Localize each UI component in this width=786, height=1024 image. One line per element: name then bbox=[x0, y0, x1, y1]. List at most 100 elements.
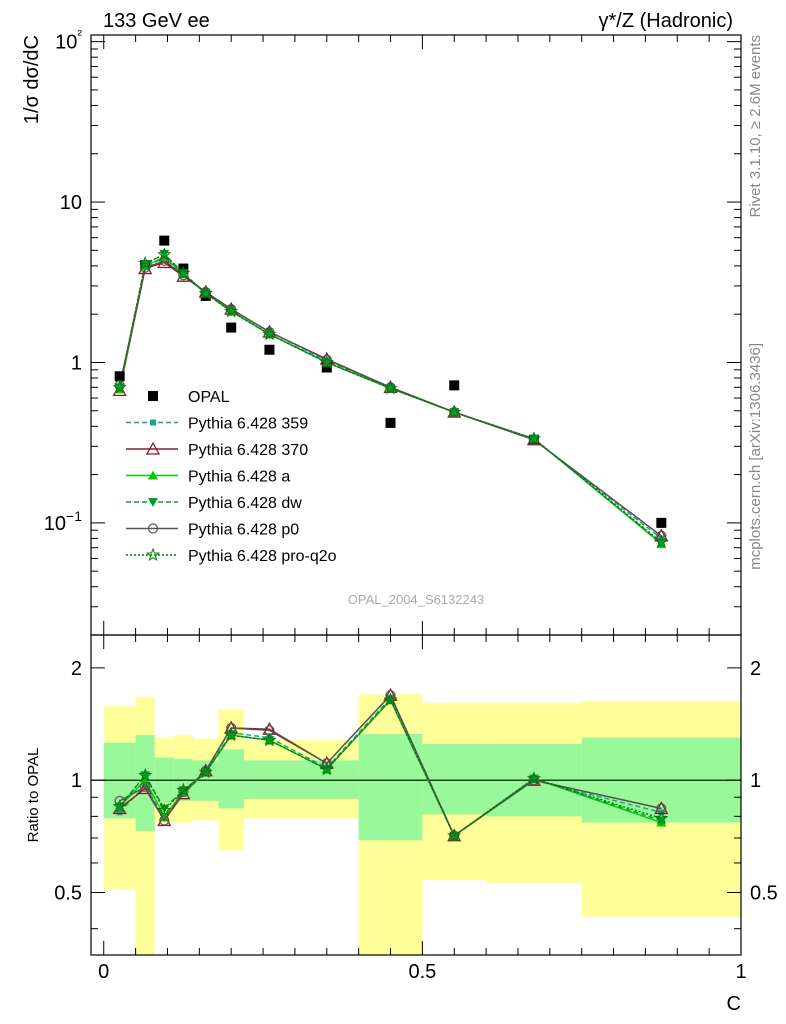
ratio-point-pp0 bbox=[159, 815, 170, 826]
ratio-point-ppro bbox=[198, 764, 213, 779]
ratio-point-pp0 bbox=[449, 830, 460, 841]
ratio-y-tick-label-right: 0.5 bbox=[750, 883, 778, 905]
series-line-ppro bbox=[119, 253, 662, 543]
point-ppro bbox=[224, 304, 239, 318]
ratio-point-pp0 bbox=[321, 758, 332, 769]
point-ppro bbox=[112, 379, 127, 394]
x-axis-label: C bbox=[727, 993, 741, 1015]
ratio-point-p359 bbox=[142, 782, 149, 789]
point-ppro bbox=[262, 326, 277, 341]
ratio-band-green bbox=[218, 749, 244, 809]
point-ppro bbox=[319, 355, 334, 369]
point-pdw bbox=[140, 260, 151, 270]
ratio-point-ppro bbox=[224, 727, 239, 742]
legend-label-pp0: Pythia 6.428 p0 bbox=[188, 522, 299, 539]
legend-marker-ppro bbox=[146, 547, 160, 562]
point-pp0 bbox=[528, 434, 539, 445]
rivet-label: Rivet 3.1.10, ≥ 2.6M events bbox=[747, 35, 764, 218]
header-right: γ*/Z (Hadronic) bbox=[599, 10, 733, 32]
ratio-y-tick-label: 1 bbox=[71, 770, 82, 792]
point-data bbox=[159, 235, 170, 246]
ratio-y-tick-label: 0.5 bbox=[54, 883, 82, 905]
legend-label-p359: Pythia 6.428 359 bbox=[188, 416, 308, 433]
ratio-point-ppro bbox=[262, 732, 277, 747]
x-tick-label: 0.5 bbox=[408, 961, 436, 983]
point-pdw bbox=[656, 538, 667, 548]
main-y-tick-label: 1 bbox=[71, 352, 82, 374]
point-p359 bbox=[658, 535, 665, 542]
ratio-point-ppro bbox=[526, 771, 541, 785]
point-p370 bbox=[157, 255, 172, 269]
point-data bbox=[226, 322, 237, 333]
legend-label-pa: Pythia 6.428 a bbox=[188, 469, 290, 486]
legend-label-ppro: Pythia 6.428 pro-q2o bbox=[188, 548, 337, 565]
ratio-y-tick-label-right: 1 bbox=[750, 770, 761, 792]
ratio-point-ppro bbox=[383, 692, 398, 707]
ratio-point-pp0 bbox=[114, 795, 125, 807]
point-ppro bbox=[157, 247, 172, 261]
ratio-point-ppro bbox=[447, 828, 462, 842]
main-frame bbox=[90, 34, 742, 636]
point-ppro bbox=[383, 380, 398, 395]
point-data bbox=[385, 417, 396, 428]
legend-marker-pp0 bbox=[147, 523, 159, 534]
point-data bbox=[264, 344, 275, 355]
ratio-plot-marks bbox=[112, 687, 669, 842]
point-pp0 bbox=[449, 407, 460, 418]
header-left: 133 GeV ee bbox=[103, 10, 210, 32]
legend-label-pdw: Pythia 6.428 dw bbox=[188, 495, 302, 512]
ratio-point-pp0 bbox=[226, 722, 237, 734]
ratio-panel bbox=[91, 694, 741, 955]
ratio-point-ppro bbox=[654, 811, 669, 825]
ratio-frame bbox=[90, 634, 742, 956]
point-ppro bbox=[447, 404, 462, 419]
watermark: OPAL_2004_S6132243 bbox=[348, 592, 484, 607]
ratio-point-pp0 bbox=[528, 775, 539, 786]
legend-marker-pa bbox=[148, 470, 158, 480]
frames: 10−1 1 10 10² 0.5 0.5 1 1 2 2 0 0.5 1 bbox=[44, 27, 778, 983]
legend-marker-p370 bbox=[145, 441, 161, 455]
legend-label-data: OPAL bbox=[188, 389, 230, 406]
main-y-tick-label: 10 bbox=[60, 192, 82, 214]
legend-marker-p359 bbox=[150, 419, 156, 426]
legend-marker-pdw bbox=[148, 498, 158, 507]
legend-label-p370: Pythia 6.428 370 bbox=[188, 442, 308, 459]
point-data bbox=[114, 371, 125, 382]
point-ppro bbox=[138, 255, 153, 270]
ratio-y-tick-label-right: 2 bbox=[750, 658, 761, 680]
legend-marker-data bbox=[148, 391, 158, 401]
ratio-point-ppro bbox=[157, 803, 172, 817]
ratio-point-ppro bbox=[176, 782, 191, 797]
point-data bbox=[321, 362, 332, 373]
point-data bbox=[449, 380, 460, 391]
ratio-line-ppro bbox=[119, 698, 662, 837]
legend: OPAL Pythia 6.428 359 Pythia 6.428 370 Pyth… bbox=[126, 389, 337, 565]
point-pp0 bbox=[159, 255, 170, 266]
point-data bbox=[656, 517, 667, 528]
main-y-tick-label: 10−1 bbox=[44, 508, 82, 535]
mcplots-label: mcplots.cern.ch [arXiv:1306.3436] bbox=[747, 343, 764, 570]
ratio-point-pp0 bbox=[140, 781, 151, 792]
point-pp0 bbox=[656, 530, 667, 541]
main-y-tick-label: 10² bbox=[55, 27, 82, 54]
ratio-point-p359 bbox=[116, 809, 123, 816]
main-y-axis-label: 1/σ dσ/dC bbox=[21, 35, 43, 124]
point-ppro bbox=[526, 431, 541, 445]
ratio-point-pp0 bbox=[178, 786, 189, 798]
point-pp0 bbox=[140, 262, 151, 273]
ratio-band-green bbox=[358, 733, 423, 841]
ratio-point-pdw bbox=[159, 804, 170, 814]
point-ppro bbox=[198, 285, 213, 300]
ratio-point-ppro bbox=[112, 799, 127, 813]
ratio-point-ppro bbox=[138, 768, 153, 782]
point-ppro bbox=[654, 534, 669, 548]
ratio-point-pp0 bbox=[385, 690, 396, 701]
x-tick-label: 0 bbox=[98, 961, 109, 983]
ratio-y-tick-label: 2 bbox=[71, 658, 82, 680]
x-tick-label: 1 bbox=[735, 961, 746, 983]
ratio-point-ppro bbox=[319, 761, 334, 776]
ratio-y-axis-label: Ratio to OPAL bbox=[25, 748, 42, 843]
ratio-line-p359 bbox=[119, 696, 662, 837]
main-plot-marks bbox=[112, 235, 669, 548]
